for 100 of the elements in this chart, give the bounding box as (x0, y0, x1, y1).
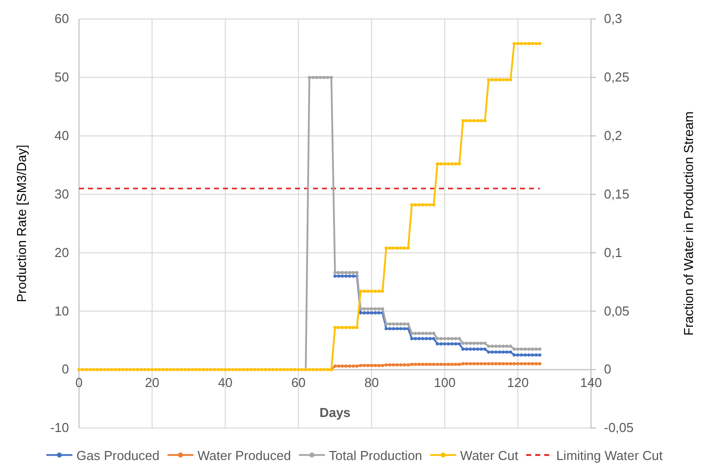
point (418, 337, 421, 340)
point (374, 311, 377, 314)
point (508, 362, 512, 366)
point (520, 362, 524, 366)
x-tick-label: 20 (144, 374, 160, 390)
point (432, 337, 436, 340)
point (337, 274, 340, 278)
y2-tick-label: 0,15 (604, 186, 630, 202)
point (534, 362, 538, 366)
y2-tick-label: 0 (604, 362, 612, 377)
point (362, 364, 366, 368)
point (388, 327, 392, 330)
point (414, 337, 418, 340)
x-tick-label: 80 (364, 374, 379, 390)
point (432, 362, 436, 366)
point (384, 327, 388, 330)
point (498, 362, 502, 366)
point (534, 353, 538, 357)
point (355, 364, 359, 368)
point (505, 362, 508, 366)
point (418, 362, 421, 366)
point (410, 337, 414, 340)
point (344, 364, 348, 368)
legend-label: Limiting Water Cut (556, 448, 664, 463)
point (520, 353, 524, 357)
point (516, 353, 520, 357)
point (406, 363, 410, 366)
point (348, 364, 352, 368)
point (396, 363, 399, 366)
point (333, 364, 337, 368)
point (348, 274, 352, 278)
point (465, 348, 468, 351)
point (414, 362, 418, 366)
point (380, 364, 384, 368)
point (530, 353, 534, 357)
x-tick-label: 40 (218, 374, 233, 390)
point (498, 350, 502, 354)
point (421, 337, 424, 340)
point (446, 342, 450, 346)
point (340, 364, 344, 368)
point (524, 362, 527, 366)
point (428, 362, 432, 366)
x-tick-label: 60 (291, 374, 306, 390)
x-tick-label: 120 (507, 374, 529, 390)
x-tick-label: 100 (434, 374, 456, 390)
point (472, 362, 476, 366)
point (490, 350, 494, 354)
y2-tick-label: 0,25 (604, 70, 630, 85)
point (399, 327, 402, 330)
point (402, 363, 406, 366)
point (337, 364, 340, 368)
y2-tick-label: 0,05 (604, 303, 630, 318)
point (377, 311, 380, 314)
y2-tick-label: -0,05 (604, 420, 634, 436)
legend-label: Total Production (328, 448, 422, 463)
point (396, 327, 399, 330)
y2-tick-label: 0,1 (604, 244, 622, 260)
point (524, 353, 527, 357)
point (344, 274, 348, 278)
point (490, 362, 494, 366)
point (362, 311, 366, 314)
point (352, 274, 355, 278)
point (476, 348, 480, 351)
y-tick-label: 50 (54, 70, 69, 85)
point (424, 362, 428, 366)
y-axis-title: Production Rate [SM3/Day] (14, 144, 29, 302)
point (468, 362, 472, 366)
point (480, 362, 483, 366)
point (399, 363, 402, 366)
point (392, 327, 396, 330)
y-tick-label: -10 (50, 420, 69, 436)
point (439, 342, 443, 346)
point (461, 348, 465, 351)
y-tick-label: 0 (62, 362, 69, 377)
point (377, 364, 380, 368)
point (340, 274, 344, 278)
point (476, 362, 480, 366)
point (494, 362, 498, 366)
point (538, 353, 542, 357)
point (527, 353, 530, 357)
y-tick-label: 10 (54, 303, 69, 318)
point (392, 363, 396, 366)
point (436, 362, 439, 366)
point (443, 342, 446, 346)
point (410, 362, 414, 366)
legend-label: Water Produced (197, 448, 291, 463)
point (439, 362, 443, 366)
x-axis-title: Days (319, 405, 351, 420)
point (443, 362, 446, 366)
x-tick-label: 140 (580, 374, 602, 390)
point (508, 350, 512, 354)
point (402, 327, 406, 330)
point (465, 362, 468, 366)
point (468, 348, 472, 351)
x-tick-label: 0 (75, 374, 83, 390)
point (527, 362, 530, 366)
point (516, 362, 520, 366)
point (480, 348, 483, 351)
point (450, 342, 454, 346)
y2-tick-label: 0,3 (604, 11, 622, 26)
